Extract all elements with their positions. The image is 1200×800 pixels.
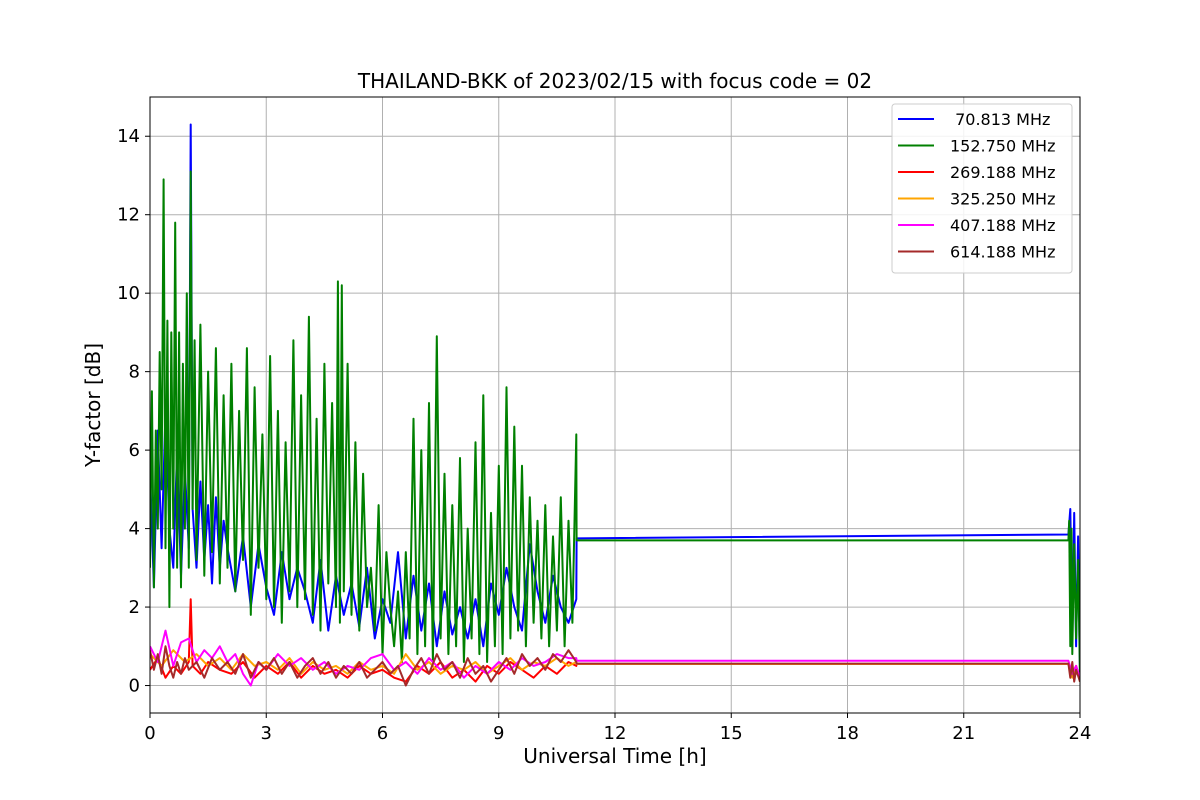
- x-tick-label: 6: [377, 723, 388, 744]
- chart-title: THAILAND-BKK of 2023/02/15 with focus co…: [357, 69, 872, 93]
- y-tick-label: 12: [117, 205, 140, 226]
- y-tick-label: 8: [129, 362, 140, 383]
- series-line-4: [150, 629, 1080, 687]
- x-tick-label: 12: [604, 723, 627, 744]
- legend: 70.813 MHz 152.750 MHz 269.188 MHz 325.250 …: [891, 103, 1073, 274]
- legend-entry: 325.250 MHz: [950, 190, 1055, 209]
- y-axis-label: Y-factor [dB]: [81, 343, 105, 468]
- x-axis-label: Universal Time [h]: [523, 744, 706, 768]
- y-tick-label: 6: [129, 440, 140, 461]
- legend-entry: 614.188 MHz: [950, 243, 1055, 262]
- y-tick-label: 14: [117, 126, 140, 147]
- series-line-1: [150, 170, 1080, 678]
- y-tick-label: 2: [129, 597, 140, 618]
- series-line-5: [150, 645, 1080, 687]
- legend-box: [891, 103, 1073, 274]
- x-tick-label: 3: [261, 723, 272, 744]
- x-tick-label: 0: [144, 723, 155, 744]
- x-tick-label: 9: [493, 723, 504, 744]
- y-tick-label: 10: [117, 283, 140, 304]
- x-tick-label: 15: [720, 723, 743, 744]
- x-tick-label: 24: [1069, 723, 1092, 744]
- legend-entry: 407.188 MHz: [950, 216, 1055, 235]
- x-tick-label: 21: [952, 723, 975, 744]
- y-tick-label: 4: [129, 519, 140, 540]
- legend-entry: 70.813 MHz: [950, 110, 1050, 129]
- x-tick-label: 18: [836, 723, 859, 744]
- legend-entry: 152.750 MHz: [950, 137, 1055, 156]
- y-tick-label: 0: [129, 676, 140, 697]
- series-group: [150, 123, 1080, 687]
- legend-entry: 269.188 MHz: [950, 163, 1055, 182]
